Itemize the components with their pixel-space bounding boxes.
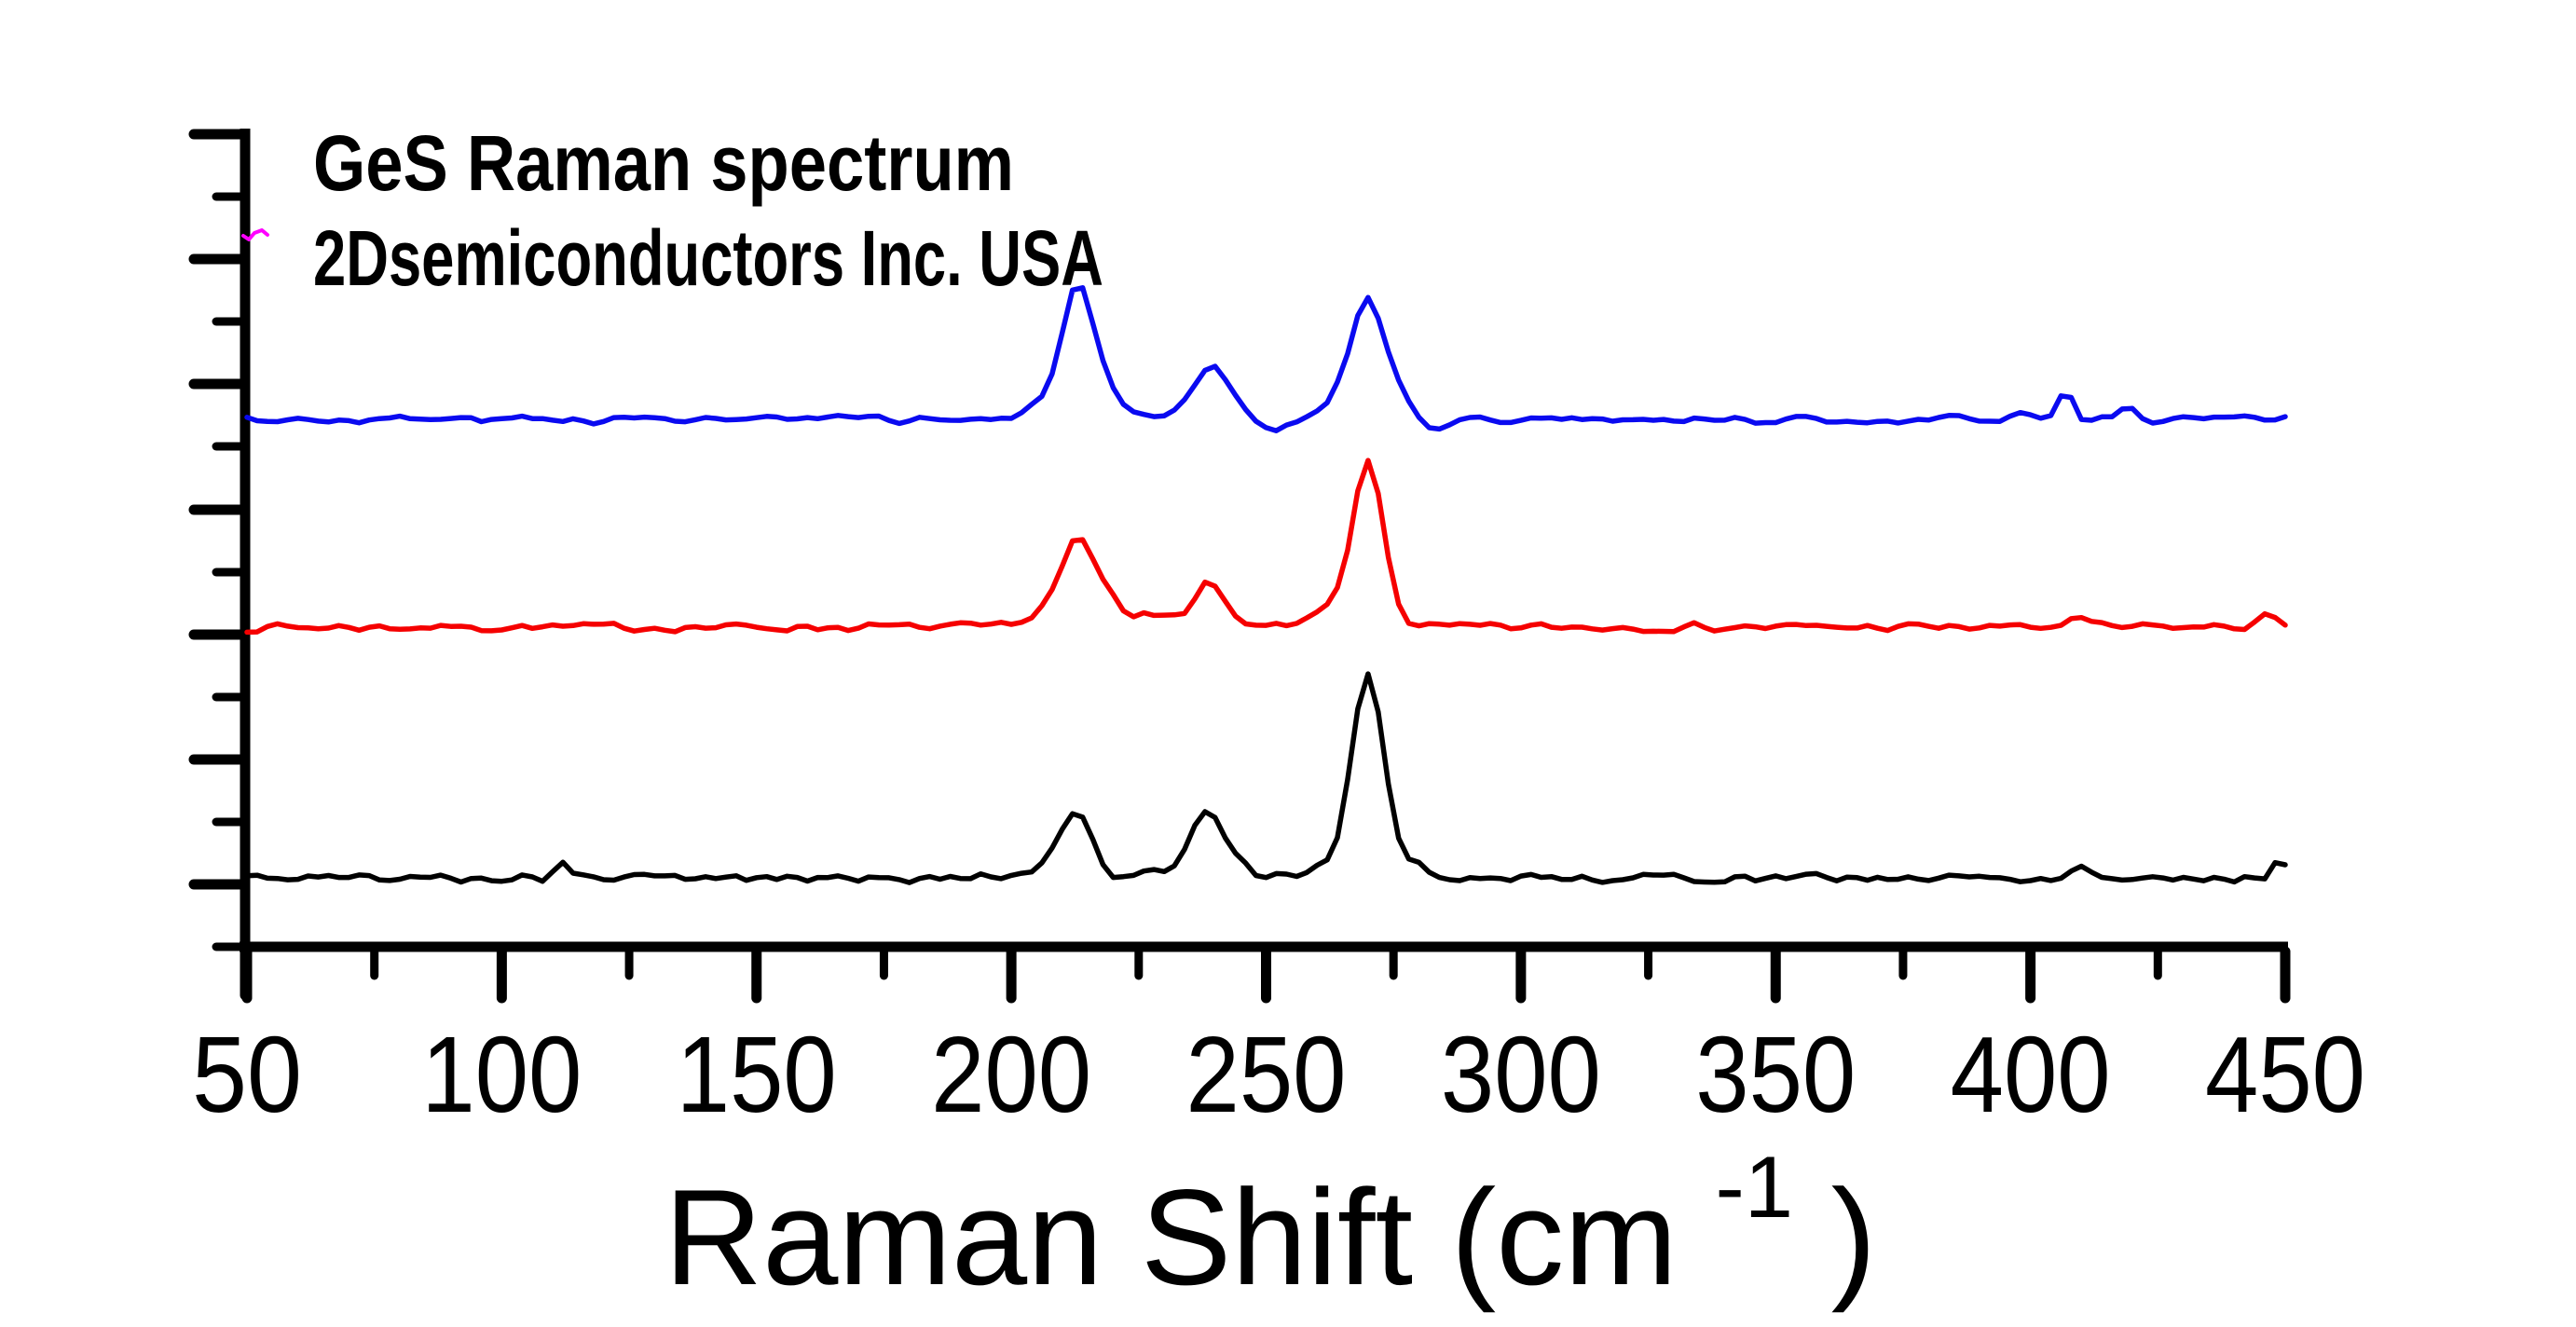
- x-axis-title-superscript: -1: [1715, 1138, 1793, 1236]
- x-tick-label: 400: [1951, 1014, 2111, 1135]
- x-tick-label: 350: [1695, 1014, 1856, 1135]
- x-axis-title-main: Raman Shift (cm: [665, 1161, 1678, 1313]
- x-axis-ticks: [241, 946, 2291, 1004]
- x-axis-title-close: ): [1831, 1161, 1877, 1313]
- chart-title: GeS Raman spectrum: [313, 119, 1014, 207]
- chart-subtitle: 2Dsemiconductors Inc. USA: [313, 214, 1103, 302]
- x-tick-label: 100: [421, 1014, 582, 1135]
- magenta-artifact: [241, 228, 269, 241]
- x-tick-label: 150: [677, 1014, 837, 1135]
- spectrum-middle-red-trace: [244, 458, 2288, 636]
- x-axis-title: Raman Shift (cm -1 ): [665, 1094, 1877, 1313]
- spectrum-bottom-black-trace: [244, 671, 2288, 885]
- x-tick-label: 300: [1441, 1014, 1601, 1135]
- x-tick-label: 200: [931, 1014, 1091, 1135]
- series-traces: [244, 285, 2288, 885]
- x-tick-label: 50: [192, 1014, 302, 1135]
- y-axis-ticks: [188, 129, 247, 951]
- spectrum-top-blue-trace: [244, 285, 2288, 433]
- x-tick-label: 450: [2205, 1014, 2365, 1135]
- x-axis-tick-labels: 50 100 150 200 250 300 350 400 450: [192, 1014, 2365, 1135]
- x-tick-label: 250: [1186, 1014, 1347, 1135]
